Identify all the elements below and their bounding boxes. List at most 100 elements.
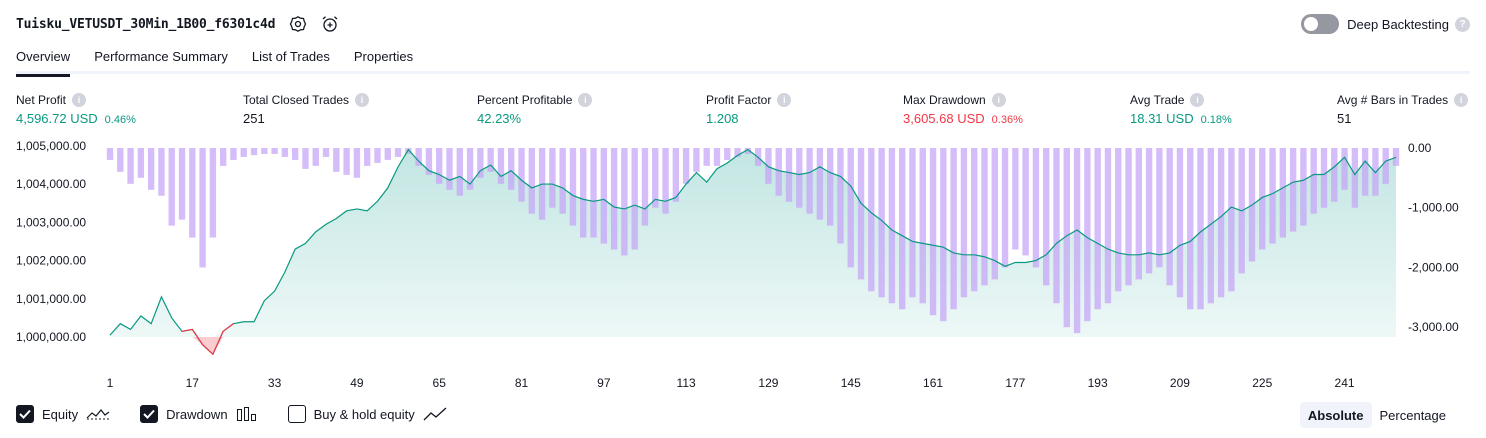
- info-icon[interactable]: i: [991, 93, 1006, 107]
- buy-hold-toggle[interactable]: Buy & hold equity: [287, 405, 447, 423]
- drawdown-bar: [1125, 147, 1132, 286]
- drawdown-bar: [1187, 147, 1194, 310]
- info-icon[interactable]: i: [777, 93, 792, 107]
- value-mode-switch: Absolute Percentage: [1299, 402, 1454, 428]
- drawdown-bar: [168, 147, 175, 226]
- drawdown-bar: [621, 147, 628, 256]
- drawdown-bar: [631, 147, 638, 250]
- info-icon[interactable]: i: [578, 93, 593, 107]
- stat-percent: 0.46%: [104, 114, 136, 126]
- equity-loss-fill: [110, 337, 1396, 355]
- drawdown-bar: [343, 147, 350, 175]
- x-axis-tick: 177: [1005, 376, 1025, 390]
- stat-label: Max Drawdown: [903, 93, 986, 107]
- info-icon[interactable]: i: [1190, 93, 1205, 107]
- x-axis-tick: 81: [515, 376, 529, 390]
- equity-drawdown-chart[interactable]: 1,005,000.00 1,004,000.00 1,003,000.00 1,00…: [0, 138, 1486, 396]
- left-axis-tick: 1,002,000.00: [16, 254, 86, 268]
- drawdown-checkbox[interactable]: [140, 405, 159, 423]
- drawdown-bar: [919, 147, 926, 304]
- percentage-button[interactable]: Percentage: [1379, 407, 1447, 423]
- drawdown-bar: [1156, 147, 1163, 268]
- x-axis-tick: 241: [1335, 376, 1355, 390]
- drawdown-bar: [1382, 147, 1389, 184]
- drawdown-bar: [1310, 147, 1317, 214]
- x-axis-tick: 49: [350, 376, 364, 390]
- drawdown-bar: [425, 147, 433, 175]
- drawdown-bar: [302, 147, 309, 169]
- drawdown-bar: [353, 147, 361, 178]
- drawdown-bars-icon: [236, 406, 258, 422]
- stat-value: 251: [243, 111, 265, 126]
- drawdown-bar: [1320, 147, 1328, 208]
- drawdown-bar: [1115, 147, 1122, 292]
- left-axis-tick: 1,005,000.00: [16, 139, 86, 153]
- equity-checkbox[interactable]: [16, 405, 34, 423]
- stat-total-closed-trades: Total Closed Trades i 251: [243, 93, 370, 126]
- stat-label: Percent Profitable: [477, 93, 573, 107]
- info-icon[interactable]: i: [355, 93, 370, 107]
- absolute-button[interactable]: Absolute: [1299, 402, 1372, 428]
- drawdown-bar: [230, 147, 237, 160]
- drawdown-bar: [528, 147, 535, 214]
- equity-line: [109, 148, 1397, 356]
- left-axis: 1,005,000.00 1,004,000.00 1,003,000.00 1,00…: [16, 139, 86, 344]
- drawdown-bar: [1279, 147, 1287, 238]
- drawdown-bar: [178, 147, 186, 220]
- drawdown-bar: [312, 147, 319, 166]
- equity-line-path: [109, 148, 1397, 356]
- stat-value: 1.208: [706, 111, 739, 126]
- help-icon[interactable]: ?: [1455, 16, 1470, 32]
- stat-avg-trade: Avg Trade i 18.31 USD 0.18%: [1130, 93, 1232, 126]
- drawdown-bar: [744, 147, 752, 154]
- info-icon[interactable]: i: [72, 93, 87, 107]
- drawdown-bar: [878, 147, 885, 298]
- x-axis-tick: 33: [268, 376, 282, 390]
- x-axis-tick: 1: [107, 376, 114, 390]
- tab-overview[interactable]: Overview: [16, 44, 71, 77]
- drawdown-bar: [1145, 147, 1153, 274]
- right-axis-tick: 0.00: [1408, 141, 1432, 155]
- tab-properties[interactable]: Properties: [353, 49, 414, 64]
- drawdown-bars: [106, 147, 1400, 334]
- equity-toggle[interactable]: Equity: [16, 405, 110, 423]
- x-axis-tick: 193: [1088, 376, 1108, 390]
- drawdown-bar: [1269, 147, 1276, 244]
- alarm-clock-plus-icon[interactable]: [321, 15, 339, 33]
- drawdown-bar: [1032, 147, 1040, 268]
- drawdown-bar: [281, 147, 289, 157]
- drawdown-bar: [971, 147, 978, 292]
- tab-performance-summary[interactable]: Performance Summary: [94, 49, 228, 64]
- gear-icon[interactable]: [289, 15, 307, 33]
- stat-percent: 0.36%: [991, 114, 1023, 126]
- drawdown-bar: [1207, 147, 1215, 304]
- drawdown-bar: [117, 147, 124, 172]
- drawdown-bar: [950, 147, 957, 310]
- drawdown-bar: [508, 147, 515, 190]
- drawdown-toggle[interactable]: Drawdown: [140, 405, 257, 423]
- drawdown-bar: [1341, 147, 1348, 190]
- stat-avg-bars: Avg # Bars in Trades i 51: [1337, 93, 1469, 126]
- drawdown-bar: [610, 147, 618, 250]
- drawdown-bar: [929, 147, 937, 316]
- drawdown-bar: [147, 147, 155, 190]
- drawdown-bar: [724, 147, 731, 160]
- drawdown-bar: [1361, 147, 1369, 196]
- tab-list-of-trades[interactable]: List of Trades: [251, 49, 330, 64]
- drawdown-bar: [682, 147, 690, 184]
- drawdown-bar: [518, 147, 525, 202]
- info-icon[interactable]: i: [1454, 93, 1469, 107]
- drawdown-bar: [662, 147, 669, 214]
- buy-hold-checkbox[interactable]: [287, 405, 306, 423]
- drawdown-bar: [672, 147, 680, 202]
- left-axis-tick: 1,000,000.00: [16, 330, 86, 344]
- deep-backtesting-toggle[interactable]: [1301, 14, 1340, 34]
- drawdown-bar: [106, 147, 114, 160]
- drawdown-bar: [1012, 147, 1019, 250]
- drawdown-bar: [1084, 147, 1091, 322]
- drawdown-bar: [857, 147, 865, 280]
- drawdown-bar: [199, 147, 206, 268]
- drawdown-bar: [826, 147, 834, 226]
- drawdown-bar: [1217, 147, 1225, 298]
- deep-backtesting-label: Deep Backtesting: [1347, 16, 1449, 32]
